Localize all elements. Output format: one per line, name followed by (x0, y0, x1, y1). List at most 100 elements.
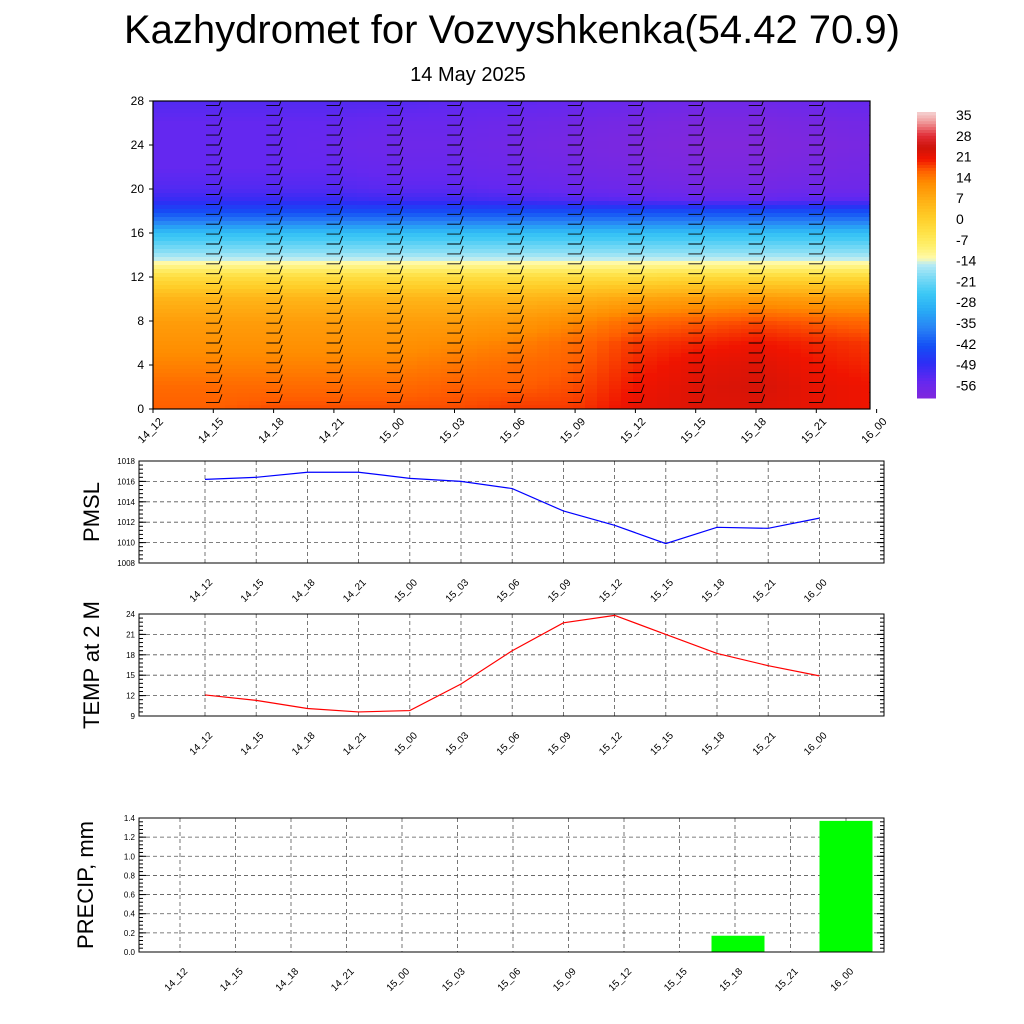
field-cell (489, 345, 502, 350)
field-cell (801, 265, 814, 270)
field-cell (177, 249, 190, 254)
field-cell (321, 389, 334, 394)
field-cell (693, 221, 706, 226)
field-cell (477, 125, 490, 130)
field-cell (549, 341, 562, 346)
field-cell (561, 285, 574, 290)
field-cell (837, 277, 850, 282)
field-cell (849, 145, 862, 150)
field-cell (729, 173, 742, 178)
field-cell (273, 161, 286, 166)
field-cell (213, 209, 226, 214)
wind-barb (326, 255, 344, 265)
field-cell (189, 237, 202, 242)
field-cell (705, 169, 718, 174)
field-cell (489, 245, 502, 250)
field-cell (825, 321, 838, 326)
field-cell (261, 249, 274, 254)
field-cell (621, 157, 634, 162)
field-cell (513, 309, 526, 314)
field-cell (429, 177, 442, 182)
field-cell (405, 305, 418, 310)
field-cell (357, 257, 370, 262)
field-cell (753, 265, 766, 270)
field-cell (381, 289, 394, 294)
chart-date: 14 May 2025 (410, 64, 526, 86)
field-cell (453, 313, 466, 318)
field-cell (669, 249, 682, 254)
field-cell (741, 217, 754, 222)
field-cell (153, 205, 166, 210)
field-cell (285, 405, 298, 409)
field-cell (261, 197, 274, 202)
field-cell (573, 401, 586, 406)
field-cell (213, 189, 226, 194)
wind-barb (688, 394, 705, 403)
field-cell (585, 297, 598, 302)
field-cell (441, 277, 454, 282)
field-cell (405, 293, 418, 298)
field-cell (297, 269, 310, 274)
field-cell (417, 121, 430, 126)
field-cell (321, 401, 334, 406)
field-cell (357, 101, 370, 106)
field-cell (729, 105, 742, 110)
field-cell (825, 301, 838, 306)
field-cell (609, 169, 622, 174)
field-cell (537, 117, 550, 122)
field-cell (309, 333, 322, 338)
field-cell (537, 233, 550, 238)
field-cell (825, 217, 838, 222)
field-cell (609, 265, 622, 270)
field-cell (177, 317, 190, 322)
field-cell (753, 213, 766, 218)
field-cell (261, 237, 274, 242)
field-cell (537, 237, 550, 242)
field-cell (849, 233, 862, 238)
field-cell (285, 309, 298, 314)
field-cell (417, 101, 430, 106)
field-cell (429, 221, 442, 226)
field-cell (645, 205, 658, 210)
field-cell (561, 193, 574, 198)
field-cell (261, 277, 274, 282)
field-cell (345, 325, 358, 330)
wind-barb (507, 101, 523, 106)
field-cell (453, 329, 466, 334)
field-cell (369, 197, 382, 202)
field-cell (513, 173, 526, 178)
field-cell (405, 317, 418, 322)
field-cell (381, 125, 394, 130)
field-cell (393, 345, 406, 350)
field-cell (645, 245, 658, 250)
wind-barb (266, 315, 283, 324)
field-cell (561, 345, 574, 350)
field-cell (705, 389, 718, 394)
wind-barb (688, 186, 705, 195)
field-cell (525, 329, 538, 334)
field-cell (477, 165, 490, 170)
field-cell (249, 205, 262, 210)
field-cell (681, 305, 694, 310)
field-cell (177, 377, 190, 382)
field-cell (477, 325, 490, 330)
field-cell (381, 269, 394, 274)
field-cell (765, 129, 778, 134)
field-cell (777, 289, 790, 294)
field-cell (441, 209, 454, 214)
field-cell (453, 249, 466, 254)
field-cell (681, 397, 694, 402)
field-cell (333, 205, 346, 210)
field-cell (537, 125, 550, 130)
field-cell (573, 329, 586, 334)
field-cell (225, 217, 238, 222)
field-cell (273, 365, 286, 370)
field-cell (621, 297, 634, 302)
field-cell (513, 189, 526, 194)
wind-barb (266, 245, 283, 255)
field-cell (657, 177, 670, 182)
field-cell (705, 221, 718, 226)
field-cell (849, 317, 862, 322)
field-cell (189, 169, 202, 174)
field-cell (153, 113, 166, 118)
